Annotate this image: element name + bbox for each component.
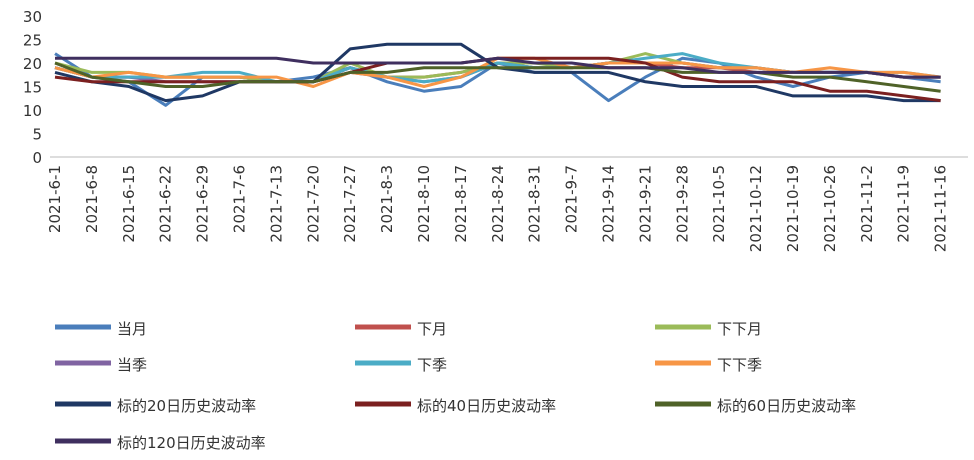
y-tick-label: 20 [23, 55, 42, 73]
x-tick-label: 2021-7-20 [304, 165, 322, 243]
y-tick-label: 15 [23, 79, 42, 97]
x-tick-label: 2021-7-13 [267, 165, 285, 243]
x-tick-label: 2021-6-29 [194, 165, 212, 243]
x-tick-label: 2021-7-6 [231, 165, 249, 233]
y-tick-label: 5 [32, 126, 42, 144]
legend-label: 当季 [117, 356, 147, 374]
x-tick-label: 2021-9-21 [636, 165, 654, 243]
x-tick-label: 2021-9-14 [600, 165, 618, 243]
legend-label: 下下季 [717, 356, 762, 374]
x-tick-label: 2021-9-28 [673, 165, 691, 243]
x-tick-label: 2021-10-19 [784, 165, 802, 252]
legend-label: 当月 [117, 320, 147, 338]
legend-label: 标的60日历史波动率 [717, 397, 856, 415]
legend-label: 下月 [417, 320, 447, 338]
y-tick-label: 25 [23, 32, 42, 50]
x-tick-label: 2021-10-5 [710, 165, 728, 243]
x-tick-label: 2021-10-26 [821, 165, 839, 252]
x-tick-label: 2021-8-31 [526, 165, 544, 243]
x-tick-label: 2021-9-7 [563, 165, 581, 233]
x-tick-label: 2021-8-17 [452, 165, 470, 243]
x-tick-label: 2021-11-16 [932, 165, 950, 252]
x-tick-label: 2021-11-2 [858, 165, 876, 243]
y-tick-label: 30 [23, 8, 42, 26]
x-tick-label: 2021-8-10 [415, 165, 433, 243]
x-tick-label: 2021-6-8 [83, 165, 101, 233]
series-line [54, 61, 941, 93]
y-tick-label: 0 [32, 149, 42, 167]
legend-label: 标的120日历史波动率 [117, 434, 266, 452]
legend-label: 标的20日历史波动率 [117, 397, 256, 415]
series-line [55, 56, 941, 79]
x-tick-label: 2021-7-27 [341, 165, 359, 243]
x-tick-label: 2021-10-12 [747, 165, 765, 252]
x-tick-label: 2021-8-24 [489, 165, 507, 243]
legend-label: 下下月 [717, 320, 762, 338]
y-tick-label: 10 [23, 102, 42, 120]
x-tick-label: 2021-6-1 [46, 165, 64, 233]
legend-label: 标的40日历史波动率 [417, 397, 556, 415]
x-tick-label: 2021-6-22 [157, 165, 175, 243]
legend-label: 下季 [417, 356, 447, 374]
x-tick-label: 2021-6-15 [120, 165, 138, 243]
x-tick-label: 2021-11-9 [895, 165, 913, 243]
x-tick-label: 2021-8-3 [378, 165, 396, 233]
